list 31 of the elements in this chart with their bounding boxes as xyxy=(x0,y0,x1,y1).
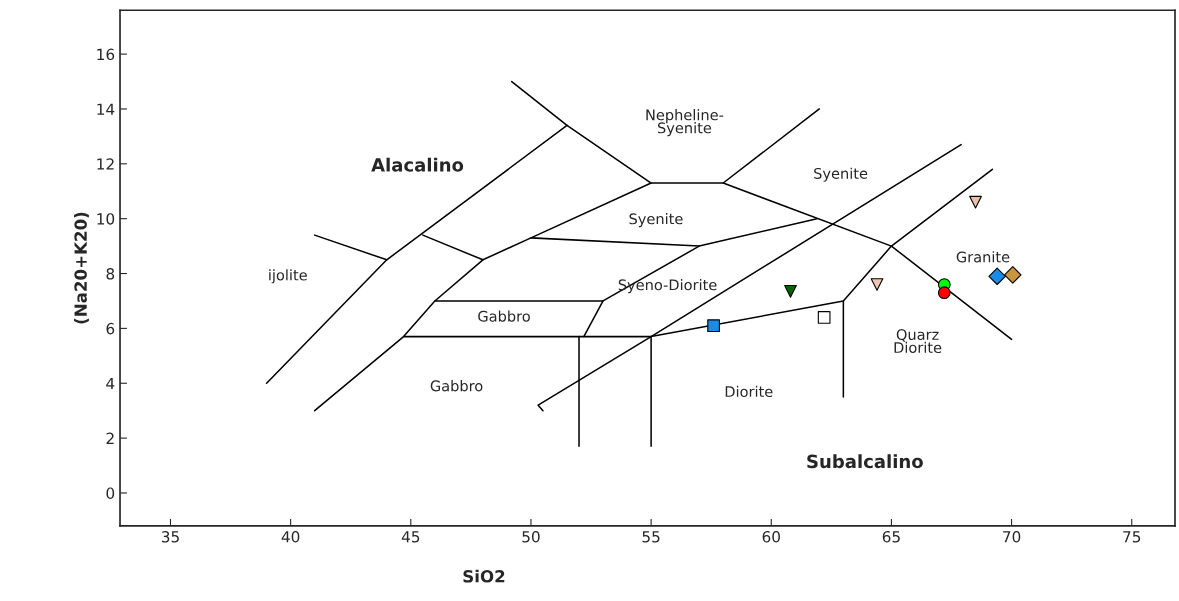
y-tick-label: 2 xyxy=(106,432,114,444)
x-tick-label: 45 xyxy=(401,531,420,543)
x-tick-label: 40 xyxy=(281,531,300,543)
x-axis-title: SiO2 xyxy=(463,569,505,583)
annotation: Gabbro xyxy=(478,310,530,322)
annotation: Alacalino xyxy=(371,157,464,172)
y-tick-label: 8 xyxy=(106,268,115,280)
x-tick-label: 70 xyxy=(1003,531,1021,543)
y-tick-label: 0 xyxy=(106,487,115,499)
annotation: Granite xyxy=(956,251,1010,263)
y-tick-label: 12 xyxy=(97,158,114,170)
annotation: Gabbro xyxy=(430,380,483,392)
x-tick-label: 50 xyxy=(522,531,540,543)
annotation: Syenite xyxy=(814,167,868,182)
y-tick-label: 14 xyxy=(97,103,115,115)
y-tick-label: 16 xyxy=(97,48,115,61)
x-tick-label: 75 xyxy=(1123,531,1141,543)
annotation: Diorite xyxy=(725,385,773,398)
y-tick-label: 10 xyxy=(97,213,115,225)
y-axis-title: (Na20+K20) xyxy=(74,212,89,324)
annotation: Quarz Diorite xyxy=(894,329,942,354)
annotation: Subalcalino xyxy=(807,454,923,469)
x-tick-label: 55 xyxy=(642,531,660,543)
y-tick-label: 6 xyxy=(106,322,115,335)
annotation: ijolite xyxy=(269,269,307,284)
y-tick-label: 4 xyxy=(106,377,115,390)
x-tick-label: 65 xyxy=(882,531,900,543)
x-tick-label: 35 xyxy=(161,531,179,543)
annotation: Nepheline- Syenite xyxy=(646,109,724,137)
annotation: Syenite xyxy=(629,213,683,228)
x-tick-label: 60 xyxy=(762,531,780,543)
